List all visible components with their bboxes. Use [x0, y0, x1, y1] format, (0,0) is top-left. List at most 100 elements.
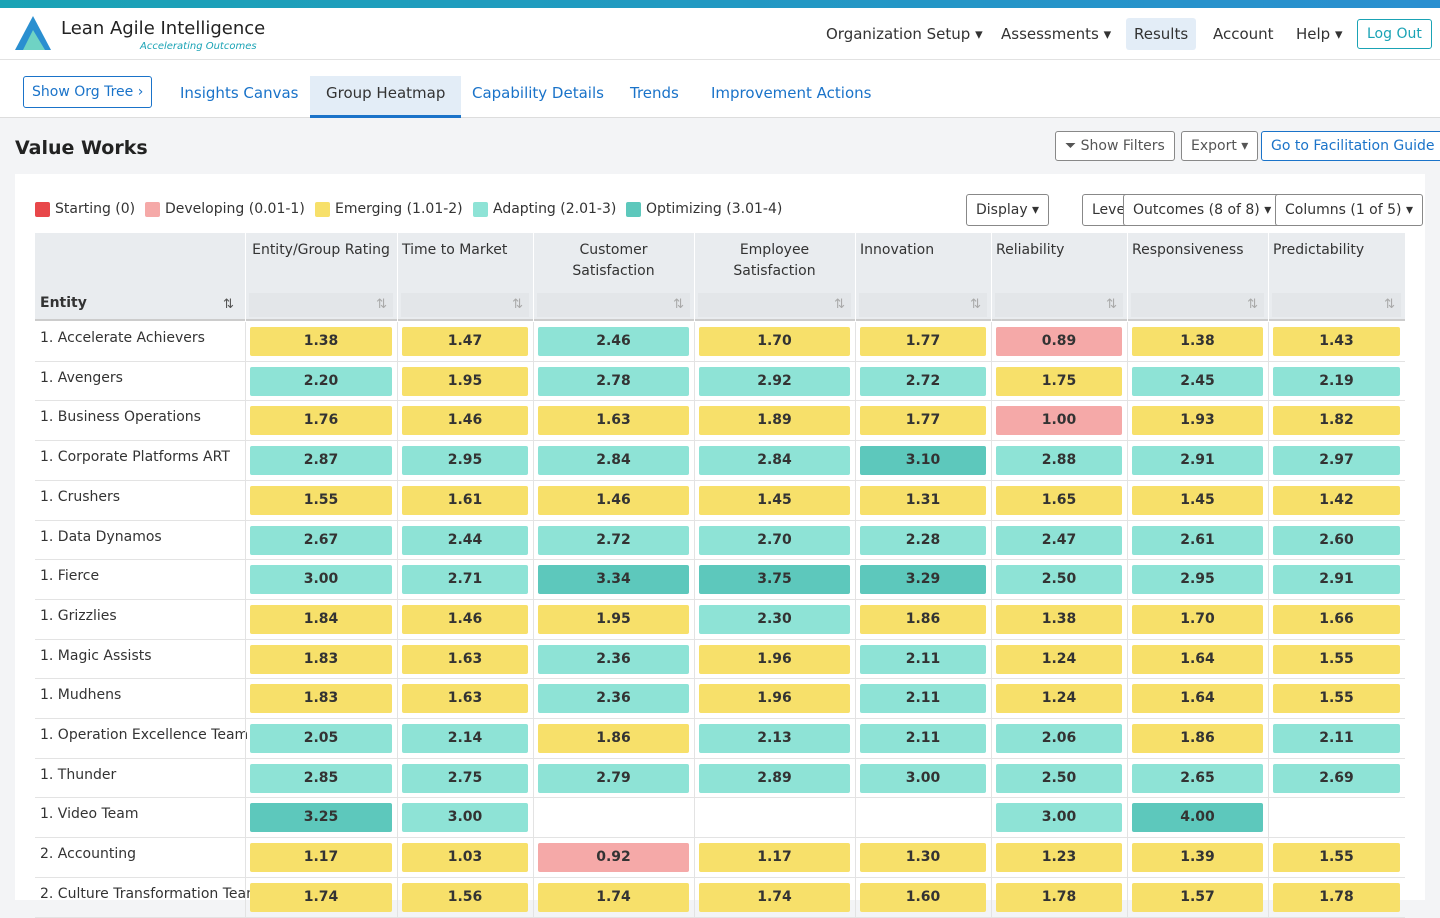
- dropdown[interactable]: Columns (1 of 5) ▾: [1275, 194, 1423, 226]
- heat-cell: 1.77: [860, 406, 986, 436]
- nav-item[interactable]: Help ▾: [1296, 25, 1343, 43]
- nav-label: Help: [1296, 25, 1331, 43]
- heat-cell: 1.76: [250, 406, 392, 436]
- cell-divider: [245, 401, 246, 442]
- row-divider: [35, 837, 1405, 839]
- cell-divider: [855, 798, 856, 839]
- nav-item[interactable]: Assessments ▾: [1001, 25, 1112, 43]
- legend-swatch: [315, 202, 330, 217]
- heat-cell: 1.23: [996, 843, 1122, 873]
- column-header: Reliability: [996, 242, 1065, 258]
- heat-cell: 1.77: [860, 327, 986, 356]
- sort-filter: ⇅: [995, 293, 1123, 317]
- cell-divider: [991, 560, 992, 600]
- cell-divider: [694, 520, 695, 561]
- cell-divider: [991, 401, 992, 442]
- heat-cell: 1.17: [699, 843, 850, 873]
- cell-divider: [1127, 877, 1128, 918]
- org-tree-button[interactable]: Show Org Tree ›: [23, 76, 153, 108]
- cell-divider: [694, 679, 695, 719]
- heat-cell: 2.78: [538, 366, 689, 396]
- cell-divider: [991, 361, 992, 402]
- cell-divider: [245, 639, 246, 680]
- heat-cell: 1.64: [1132, 684, 1263, 714]
- heat-cell: 1.30: [860, 843, 986, 873]
- heat-cell: 2.50: [996, 565, 1122, 595]
- heat-cell: 1.63: [402, 644, 528, 674]
- cell-divider: [991, 877, 992, 918]
- cell-divider: [397, 322, 398, 362]
- heat-cell: 2.19: [1273, 366, 1400, 396]
- tab[interactable]: Improvement Actions: [711, 84, 872, 102]
- tab-active[interactable]: Group Heatmap: [310, 76, 462, 118]
- cell-divider: [397, 679, 398, 719]
- heat-cell: 1.55: [1273, 644, 1400, 674]
- dropdown[interactable]: Display ▾: [966, 194, 1050, 226]
- row-divider: [35, 638, 1405, 640]
- tab[interactable]: Capability Details: [472, 84, 604, 102]
- cell-divider: [533, 838, 534, 878]
- heat-cell: 1.70: [699, 327, 850, 356]
- cell-divider: [397, 520, 398, 561]
- cell-divider: [855, 401, 856, 442]
- heat-cell: 2.11: [860, 724, 986, 753]
- cell-divider: [397, 719, 398, 759]
- nav-item[interactable]: Account: [1213, 25, 1274, 43]
- dropdown[interactable]: Outcomes (8 of 8) ▾: [1123, 194, 1282, 226]
- sort-filter: ⇅: [1272, 293, 1401, 317]
- cell-divider: [397, 639, 398, 680]
- cell-divider: [397, 560, 398, 600]
- button-label: Show Org Tree: [32, 84, 134, 100]
- cell-divider: [1268, 798, 1269, 839]
- heat-cell: 1.74: [699, 882, 850, 912]
- cell-divider: [1268, 877, 1269, 918]
- row-divider: [35, 797, 1405, 799]
- tab[interactable]: Trends: [630, 84, 679, 102]
- sort-filter: ⇅: [1131, 293, 1264, 317]
- entity-name: 2. Accounting: [40, 846, 136, 863]
- cell-divider: [991, 441, 992, 481]
- column-divider: [397, 233, 398, 321]
- cell-divider: [1268, 322, 1269, 362]
- heat-cell: 1.38: [996, 604, 1122, 634]
- column-divider: [855, 233, 856, 321]
- column-divider: [1268, 233, 1269, 321]
- filter-button[interactable]: ⏷ Show Filters: [1055, 131, 1175, 161]
- cell-divider: [855, 599, 856, 640]
- heat-cell: 1.96: [699, 684, 850, 714]
- export-button[interactable]: Export ▾: [1181, 131, 1259, 161]
- heat-cell: 1.38: [1132, 327, 1263, 356]
- cell-divider: [991, 798, 992, 839]
- legend-label: Adapting (2.01-3): [493, 201, 617, 217]
- cell-divider: [855, 322, 856, 362]
- heat-cell: 1.55: [1273, 684, 1400, 714]
- nav-item[interactable]: Organization Setup ▾: [826, 25, 983, 43]
- column-header: Employee Satisfaction: [733, 242, 816, 279]
- heat-cell: 2.79: [538, 763, 689, 793]
- tab[interactable]: Insights Canvas: [180, 84, 299, 102]
- entity-name: 1. Grizzlies: [40, 607, 117, 624]
- heat-cell: 2.11: [860, 684, 986, 714]
- heat-cell: 1.86: [860, 604, 986, 634]
- heat-cell: 2.47: [996, 525, 1122, 555]
- heat-cell: 2.72: [538, 525, 689, 555]
- heat-cell: 2.85: [250, 763, 392, 793]
- cell-divider: [694, 322, 695, 362]
- cell-divider: [397, 838, 398, 878]
- cell-divider: [245, 877, 246, 918]
- row-divider: [35, 757, 1405, 759]
- heat-cell: 3.00: [250, 565, 392, 595]
- heat-cell: 1.70: [1132, 604, 1263, 634]
- logout-button[interactable]: Log Out: [1357, 19, 1432, 49]
- heat-cell: 2.67: [250, 525, 392, 555]
- heat-cell: 1.24: [996, 684, 1122, 714]
- heat-cell: 3.34: [538, 565, 689, 595]
- nav-item[interactable]: Results: [1126, 18, 1197, 50]
- heat-cell: 1.66: [1273, 604, 1400, 634]
- cell-divider: [533, 441, 534, 481]
- cell-divider: [533, 560, 534, 600]
- cell-divider: [991, 838, 992, 878]
- cell-divider: [855, 877, 856, 918]
- guide-button[interactable]: Go to Facilitation Guide: [1261, 131, 1440, 161]
- column-divider: [1127, 233, 1128, 321]
